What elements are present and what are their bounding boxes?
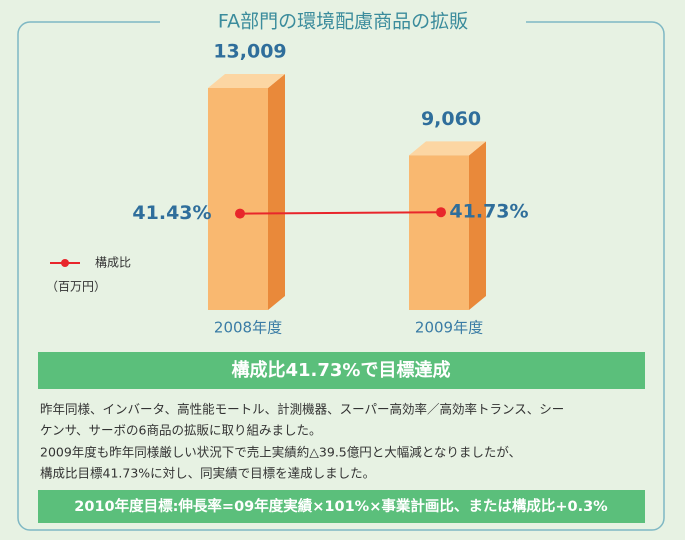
description-line: 構成比目標41.73%に対し、同実績で目標を達成しました。 [40,466,375,481]
ratio-label: 41.73% [449,201,528,223]
bar [208,88,268,310]
ratio-line [239,211,442,215]
plot: 13,009 2008年度 9,060 2009年度 41.43% 41.73% [132,41,528,337]
chart-title: FA部門の環境配慮商品の拡販 [218,11,468,33]
description-line: 2009年度も昨年同様厳しい状況下で売上実績約△39.5億円と大幅減となりました… [40,445,521,460]
unit-label: （百万円） [46,280,106,294]
bar [409,155,469,310]
x-tick-label: 2008年度 [214,319,282,337]
description-line: 昨年同様、インバータ、高性能モートル、計測機器、スーパー高効率／高効率トランス、… [40,402,564,417]
banner: 構成比41.73%で目標達成 [232,359,451,381]
bar-value-label: 9,060 [421,108,481,130]
goal: 2010年度目標:伸長率=09年度実績×101%×事業計画比、または構成比+0.… [74,497,608,515]
bar-side [469,141,486,310]
legend-marker [61,259,69,267]
goal-box [38,490,645,523]
ratio-label: 41.43% [132,202,211,224]
bar-top [208,74,285,88]
title-backdrop [160,10,526,36]
ratio-marker [436,207,446,218]
x-tick-label: 2009年度 [415,319,483,337]
ratio-marker [235,208,245,219]
description-line: ケンサ、サーボの6商品の拡販に取り組みました。 [40,423,321,438]
bar-top [409,141,486,156]
banner-box [38,352,645,389]
bar-side [268,74,285,310]
bar-value-label: 13,009 [213,41,286,63]
legend-label: 構成比 [95,256,131,270]
